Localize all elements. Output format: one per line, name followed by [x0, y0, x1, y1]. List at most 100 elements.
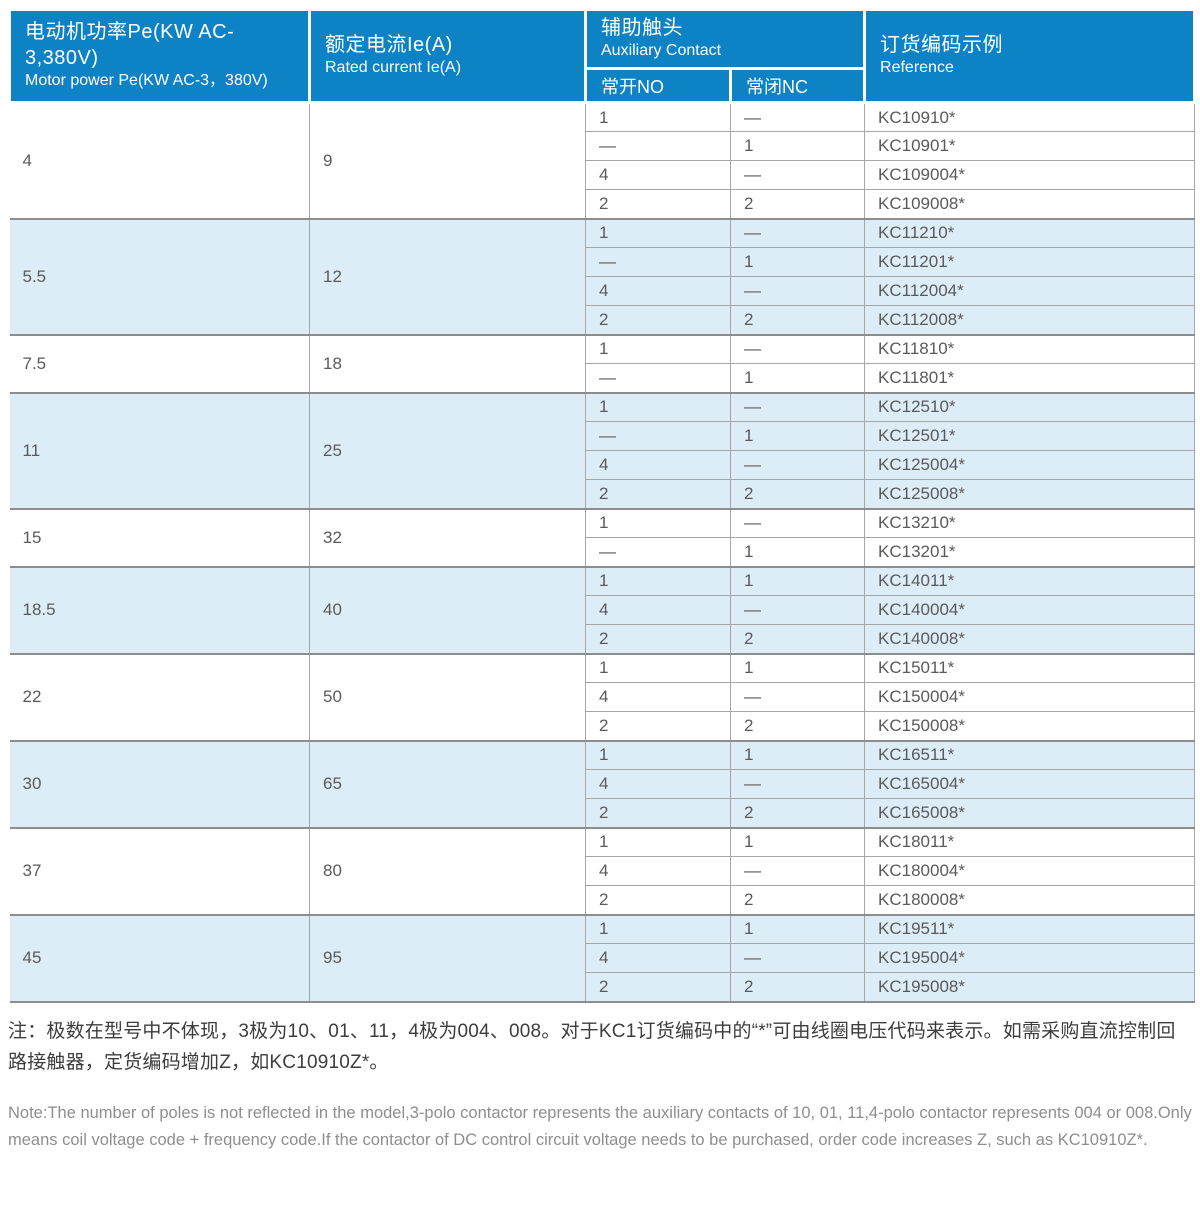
- nc-contact-cell: —: [729, 856, 865, 886]
- reference-cell: KC180004*: [864, 856, 1196, 886]
- nc-contact-cell: 1: [729, 247, 865, 277]
- nc-contact-cell: 1: [729, 826, 865, 857]
- table-row: 11 25 1— KC12510*: [9, 391, 1196, 509]
- reference-cell: KC16511*: [864, 739, 1196, 770]
- no-contact-cell: 4: [585, 856, 731, 886]
- rated-current-cell: 18: [309, 333, 586, 393]
- table-row: 4— KC140004*: [10, 595, 1196, 625]
- no-contact-cell: —: [585, 421, 731, 451]
- rated-current-cell: 32: [309, 507, 586, 567]
- motor-power-cell: 4: [9, 101, 310, 219]
- no-contact-cell: 2: [585, 305, 731, 335]
- nc-contact-cell: —: [729, 217, 865, 248]
- table-row: 4— KC195004*: [10, 943, 1196, 973]
- reference-cell: KC11801*: [864, 363, 1196, 393]
- no-contact-cell: 1: [585, 333, 731, 364]
- reference-cell: KC19511*: [864, 913, 1196, 944]
- table-row: 2 2 KC140008*: [10, 624, 1196, 654]
- header-reference-en: Reference: [880, 59, 954, 76]
- nc-contact-cell: 1: [729, 131, 865, 161]
- rated-current-cell: 50: [309, 652, 586, 741]
- no-contact-cell: 2: [585, 885, 731, 915]
- no-contact-cell: 2: [585, 479, 731, 509]
- reference-cell: KC15011*: [864, 652, 1196, 683]
- table-row: 2 2 KC180008*: [10, 885, 1196, 915]
- motor-power-cell: 22: [9, 652, 310, 741]
- nc-contact-cell: 2: [729, 972, 865, 1002]
- motor-power-cell: 11: [9, 391, 310, 509]
- reference-cell: KC125008*: [864, 479, 1196, 509]
- header-motor-power-zh: 电动机功率Pe(KW AC-3,380V): [25, 21, 235, 69]
- reference-cell: KC11201*: [864, 247, 1196, 277]
- reference-cell: KC165004*: [864, 769, 1196, 799]
- nc-contact-cell: —: [729, 160, 865, 190]
- nc-contact-cell: 2: [729, 798, 865, 828]
- reference-cell: KC112004*: [864, 276, 1196, 306]
- header-auxiliary-contact-zh: 辅助触头: [601, 17, 683, 39]
- reference-cell: KC14011*: [864, 565, 1196, 596]
- nc-contact-cell: 1: [729, 421, 865, 451]
- reference-cell: KC195008*: [864, 972, 1196, 1002]
- table-row: —1 KC12501*: [10, 421, 1196, 451]
- header-rated-current-en: Rated current Ie(A): [325, 59, 462, 76]
- nc-contact-cell: —: [729, 101, 865, 132]
- motor-power-cell: 7.5: [9, 333, 310, 393]
- no-contact-cell: 1: [585, 507, 731, 538]
- table-body: 4 9 1— KC10910* —1 KC10901* 4— KC109004* 2 2 KC109…: [9, 101, 1196, 1002]
- no-contact-cell: 1: [585, 391, 731, 422]
- reference-cell: KC109008*: [864, 189, 1196, 219]
- table-row: 2 2 KC165008*: [10, 798, 1196, 828]
- rated-current-cell: 9: [309, 101, 586, 219]
- table-row: —1 KC11201*: [10, 247, 1196, 277]
- header-auxiliary-contact: 辅助触头 Auxiliary Contact: [583, 8, 867, 70]
- header-reference: 订货编码示例 Reference: [863, 8, 1197, 104]
- motor-power-cell: 15: [9, 507, 310, 567]
- motor-power-cell: 45: [9, 913, 310, 1002]
- no-contact-cell: 1: [585, 826, 731, 857]
- no-contact-cell: 2: [585, 798, 731, 828]
- table-row: 5.5 12 1— KC11210*: [9, 217, 1196, 335]
- table-row: 4— KC112004*: [10, 276, 1196, 306]
- no-contact-cell: 2: [585, 711, 731, 741]
- no-contact-cell: 1: [585, 652, 731, 683]
- no-contact-cell: 1: [585, 565, 731, 596]
- rated-current-cell: 12: [309, 217, 586, 335]
- table-row: —1 KC13201*: [10, 537, 1196, 567]
- reference-cell: KC112008*: [864, 305, 1196, 335]
- header-motor-power-en: Motor power Pe(KW AC-3，380V): [25, 72, 268, 89]
- nc-contact-cell: 2: [729, 305, 865, 335]
- reference-cell: KC195004*: [864, 943, 1196, 973]
- table-row: 2 2 KC150008*: [10, 711, 1196, 741]
- header-rated-current-zh: 额定电流Ie(A): [325, 34, 453, 56]
- reference-cell: KC150008*: [864, 711, 1196, 741]
- table-row: —1 KC10901*: [10, 131, 1196, 161]
- nc-contact-cell: 2: [729, 885, 865, 915]
- rated-current-cell: 95: [309, 913, 586, 1002]
- table-row: 4— KC180004*: [10, 856, 1196, 886]
- table-row: 15 32 1— KC13210*: [9, 507, 1196, 567]
- nc-contact-cell: 2: [729, 189, 865, 219]
- table-row: 45 95 1 1 KC19511*: [9, 913, 1196, 1002]
- nc-contact-cell: 2: [729, 711, 865, 741]
- motor-power-cell: 5.5: [9, 217, 310, 335]
- reference-cell: KC109004*: [864, 160, 1196, 190]
- no-contact-cell: —: [585, 247, 731, 277]
- no-contact-cell: 4: [585, 682, 731, 712]
- rated-current-cell: 25: [309, 391, 586, 509]
- no-contact-cell: 4: [585, 595, 731, 625]
- motor-power-cell: 18.5: [9, 565, 310, 654]
- note-chinese: 注：极数在型号中不体现，3极为10、01、11，4极为004、008。对于KC1…: [8, 1020, 1176, 1074]
- nc-contact-cell: 2: [729, 479, 865, 509]
- table-row: 2 2 KC109008*: [10, 189, 1196, 219]
- nc-contact-cell: —: [729, 507, 865, 538]
- table-header: 电动机功率Pe(KW AC-3,380V) Motor power Pe(KW …: [8, 8, 1197, 104]
- no-contact-cell: 4: [585, 769, 731, 799]
- table-row: 22 50 1 1 KC15011*: [9, 652, 1196, 741]
- nc-contact-cell: 1: [729, 913, 865, 944]
- header-auxiliary-contact-en: Auxiliary Contact: [601, 42, 722, 59]
- motor-power-cell: 30: [9, 739, 310, 828]
- nc-contact-cell: —: [729, 943, 865, 973]
- nc-contact-cell: —: [729, 769, 865, 799]
- no-contact-cell: —: [585, 537, 731, 567]
- reference-cell: KC140008*: [864, 624, 1196, 654]
